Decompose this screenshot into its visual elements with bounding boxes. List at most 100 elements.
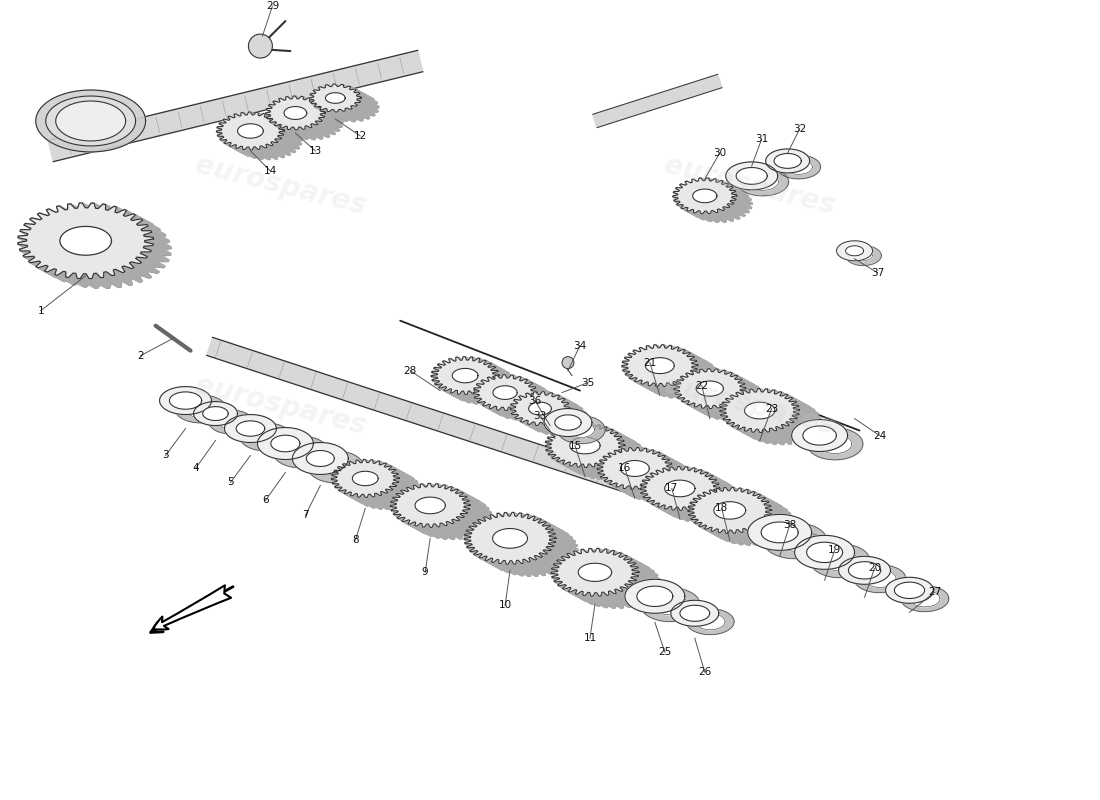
Polygon shape [552, 423, 572, 434]
Polygon shape [409, 522, 436, 536]
Polygon shape [474, 398, 493, 408]
Polygon shape [686, 210, 704, 220]
Polygon shape [785, 395, 810, 410]
Polygon shape [473, 394, 492, 404]
Polygon shape [465, 534, 494, 546]
Polygon shape [681, 394, 704, 407]
Polygon shape [636, 580, 659, 593]
Polygon shape [755, 392, 779, 404]
Polygon shape [521, 517, 544, 530]
Polygon shape [557, 561, 583, 575]
Polygon shape [651, 504, 675, 517]
Polygon shape [607, 478, 630, 490]
Polygon shape [846, 246, 881, 266]
Polygon shape [647, 476, 674, 490]
Polygon shape [767, 414, 796, 431]
Polygon shape [719, 404, 744, 417]
Polygon shape [738, 400, 761, 413]
Polygon shape [140, 262, 159, 274]
Polygon shape [485, 386, 505, 399]
Polygon shape [588, 549, 613, 561]
Polygon shape [478, 362, 497, 372]
Polygon shape [316, 121, 334, 131]
Polygon shape [240, 116, 258, 126]
Polygon shape [385, 466, 412, 479]
Polygon shape [526, 397, 544, 407]
Polygon shape [274, 125, 294, 135]
Polygon shape [361, 462, 384, 474]
Circle shape [562, 357, 574, 369]
Polygon shape [759, 494, 783, 507]
Polygon shape [494, 559, 519, 574]
Polygon shape [708, 503, 732, 516]
Polygon shape [495, 375, 515, 385]
Polygon shape [122, 272, 143, 282]
Polygon shape [640, 486, 668, 498]
Polygon shape [640, 491, 668, 505]
Polygon shape [588, 464, 612, 476]
Polygon shape [368, 460, 393, 474]
Polygon shape [625, 579, 685, 614]
Polygon shape [337, 86, 356, 96]
Polygon shape [427, 524, 451, 536]
Polygon shape [277, 122, 298, 134]
Polygon shape [593, 593, 617, 608]
Polygon shape [503, 374, 522, 384]
Polygon shape [647, 498, 673, 513]
Polygon shape [464, 506, 492, 518]
Polygon shape [675, 394, 703, 406]
Polygon shape [698, 373, 722, 385]
Polygon shape [792, 416, 820, 430]
Polygon shape [483, 517, 507, 530]
Polygon shape [648, 500, 675, 514]
Polygon shape [673, 347, 698, 362]
Polygon shape [549, 542, 578, 555]
Polygon shape [436, 384, 459, 394]
Polygon shape [327, 94, 378, 122]
Polygon shape [550, 525, 572, 538]
Polygon shape [774, 154, 801, 168]
Polygon shape [683, 466, 707, 482]
Polygon shape [762, 518, 784, 531]
Polygon shape [450, 389, 470, 399]
Polygon shape [726, 403, 749, 418]
Polygon shape [326, 109, 344, 118]
Polygon shape [464, 538, 486, 551]
Polygon shape [848, 562, 881, 579]
Polygon shape [710, 369, 734, 384]
Text: 16: 16 [618, 463, 631, 474]
Polygon shape [356, 100, 378, 111]
Polygon shape [393, 483, 415, 496]
Polygon shape [771, 514, 793, 526]
Polygon shape [766, 510, 793, 523]
Polygon shape [799, 414, 822, 427]
Polygon shape [662, 472, 685, 485]
Polygon shape [625, 558, 653, 572]
Text: 4: 4 [192, 463, 199, 474]
Polygon shape [656, 471, 680, 486]
Polygon shape [415, 526, 439, 538]
Polygon shape [68, 204, 88, 214]
Polygon shape [625, 584, 648, 597]
Polygon shape [692, 366, 719, 378]
Polygon shape [636, 378, 659, 390]
Polygon shape [700, 474, 724, 486]
Polygon shape [516, 406, 534, 417]
Polygon shape [648, 382, 670, 398]
Polygon shape [678, 466, 702, 478]
Polygon shape [629, 378, 652, 391]
Polygon shape [553, 564, 576, 577]
Polygon shape [579, 563, 612, 582]
Polygon shape [624, 556, 649, 571]
Polygon shape [553, 529, 575, 542]
Polygon shape [384, 464, 408, 478]
Polygon shape [546, 446, 573, 459]
Polygon shape [319, 90, 338, 100]
Polygon shape [450, 358, 472, 371]
Polygon shape [689, 506, 716, 518]
Polygon shape [431, 376, 449, 386]
Polygon shape [680, 386, 702, 400]
Polygon shape [396, 503, 418, 517]
Polygon shape [667, 506, 692, 521]
Polygon shape [356, 94, 377, 105]
